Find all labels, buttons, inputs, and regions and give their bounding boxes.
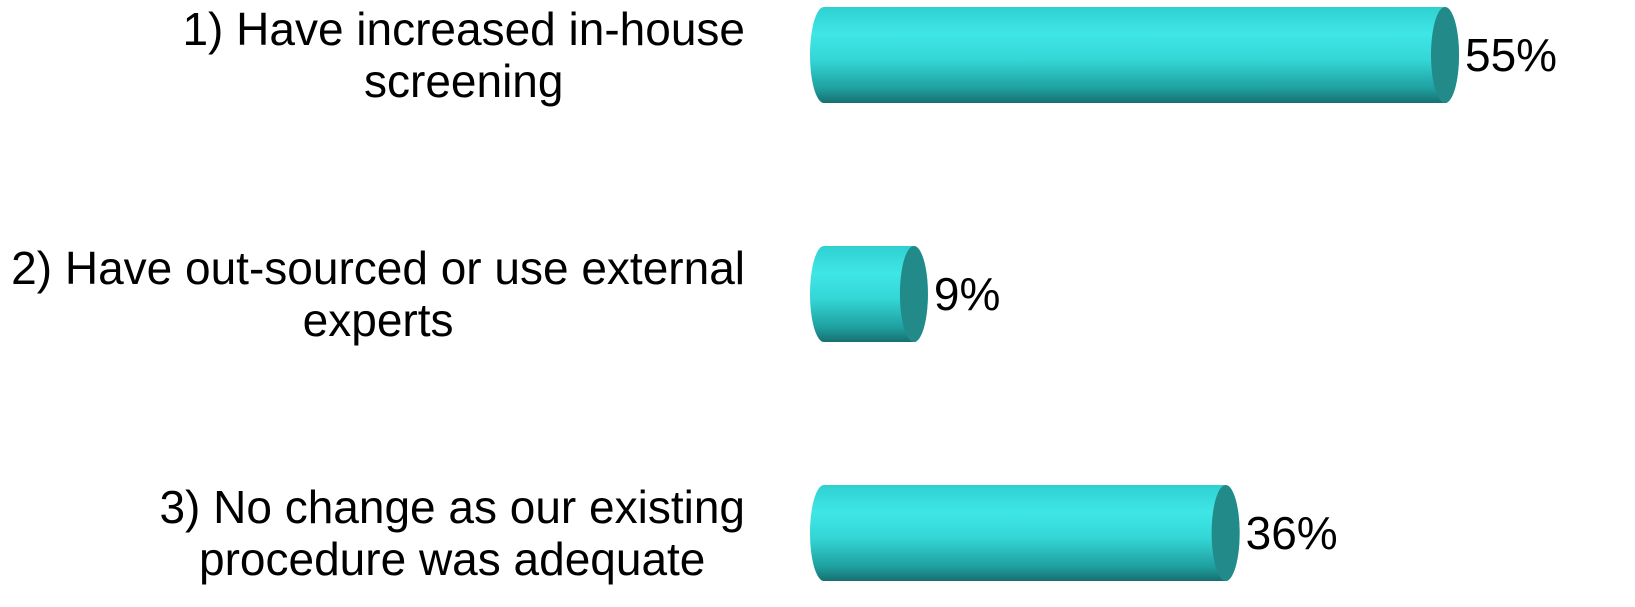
bar-2-value-label: 9%	[934, 268, 1000, 320]
category-label-2-line-1: 2) Have out-sourced or use external	[11, 242, 745, 294]
category-label-3-line-2: procedure was adequate	[199, 533, 705, 585]
category-label-1-line-1: 1) Have increased in-house	[182, 3, 745, 55]
category-label-3-line-1: 3) No change as our existing	[159, 481, 745, 533]
bar-1-value-label: 55%	[1465, 29, 1557, 81]
category-label-1: 1) Have increased in-house screening	[182, 3, 745, 107]
bar-3	[810, 485, 1240, 581]
bar-2	[810, 246, 928, 342]
bar-1-end-cap	[1431, 7, 1459, 103]
category-label-1-line-2: screening	[364, 55, 563, 107]
category-label-2-line-2: experts	[303, 294, 454, 346]
bar-1	[810, 7, 1459, 103]
category-label-3: 3) No change as our existing procedure wa…	[159, 481, 745, 585]
labels-layer: 55% 1) Have increased in-house screening 9%…	[11, 3, 1557, 585]
bar-2-end-cap	[899, 246, 928, 342]
bar-3-end-cap	[1211, 485, 1240, 581]
category-label-2: 2) Have out-sourced or use external exper…	[11, 242, 745, 346]
bars-layer	[810, 7, 1459, 581]
bar-3-value-label: 36%	[1246, 507, 1338, 559]
